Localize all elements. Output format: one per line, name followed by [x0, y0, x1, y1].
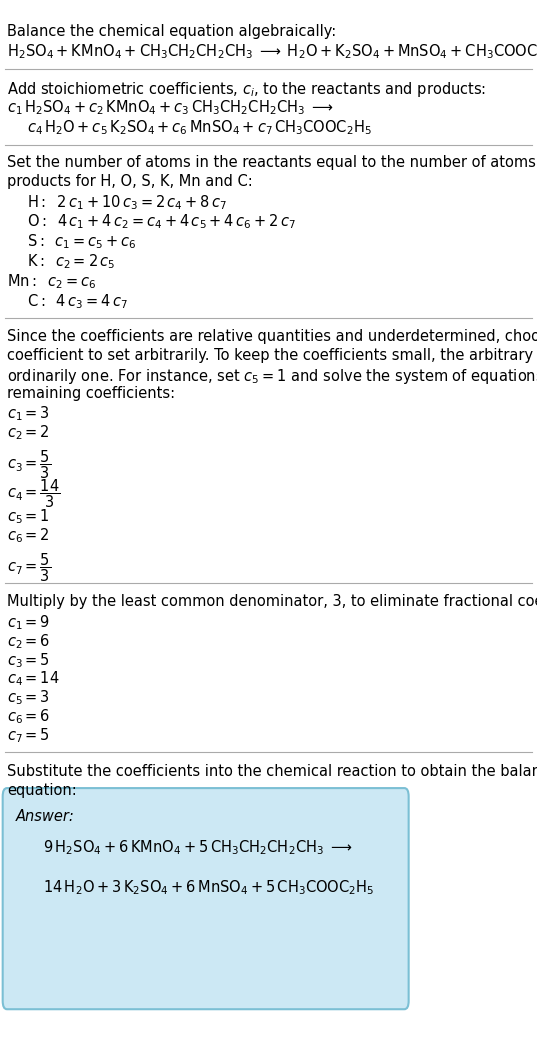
- Text: $c_7 = \dfrac{5}{3}$: $c_7 = \dfrac{5}{3}$: [7, 551, 51, 584]
- Text: $\mathrm{Mn:\;}\;c_2 = c_6$: $\mathrm{Mn:\;}\;c_2 = c_6$: [7, 272, 96, 291]
- Text: Balance the chemical equation algebraically:: Balance the chemical equation algebraica…: [7, 24, 336, 39]
- Text: $c_2 = 2$: $c_2 = 2$: [7, 423, 50, 442]
- Text: Since the coefficients are relative quantities and underdetermined, choose a: Since the coefficients are relative quan…: [7, 329, 537, 344]
- Text: $c_3 = 5$: $c_3 = 5$: [7, 651, 50, 670]
- Text: products for H, O, S, K, Mn and C:: products for H, O, S, K, Mn and C:: [7, 174, 253, 189]
- Text: $c_4\,\mathrm{H_2O} + c_5\,\mathrm{K_2SO_4} + c_6\,\mathrm{MnSO_4} + c_7\,\mathr: $c_4\,\mathrm{H_2O} + c_5\,\mathrm{K_2SO…: [27, 118, 372, 137]
- Text: $\mathrm{K:\;}\;c_2 = 2\,c_5$: $\mathrm{K:\;}\;c_2 = 2\,c_5$: [27, 253, 115, 271]
- Text: $c_6 = 2$: $c_6 = 2$: [7, 526, 50, 545]
- Text: $c_4 = \dfrac{14}{3}$: $c_4 = \dfrac{14}{3}$: [7, 478, 61, 510]
- Text: $c_5 = 1$: $c_5 = 1$: [7, 507, 50, 526]
- Text: equation:: equation:: [7, 783, 77, 798]
- Text: $\mathrm{H_2SO_4 + KMnO_4 + CH_3CH_2CH_2CH_3 \;{\longrightarrow}\; H_2O + K_2SO_: $\mathrm{H_2SO_4 + KMnO_4 + CH_3CH_2CH_2…: [7, 42, 537, 61]
- Text: Set the number of atoms in the reactants equal to the number of atoms in the: Set the number of atoms in the reactants…: [7, 155, 537, 170]
- Text: $\mathrm{C:\;}\;4\,c_3 = 4\,c_7$: $\mathrm{C:\;}\;4\,c_3 = 4\,c_7$: [27, 292, 128, 311]
- Text: $c_7 = 5$: $c_7 = 5$: [7, 726, 50, 745]
- Text: $9\,\mathrm{H_2SO_4} + 6\,\mathrm{KMnO_4} + 5\,\mathrm{CH_3CH_2CH_2CH_3} \;{\lon: $9\,\mathrm{H_2SO_4} + 6\,\mathrm{KMnO_4…: [43, 838, 352, 857]
- Text: $14\,\mathrm{H_2O} + 3\,\mathrm{K_2SO_4} + 6\,\mathrm{MnSO_4} + 5\,\mathrm{CH_3C: $14\,\mathrm{H_2O} + 3\,\mathrm{K_2SO_4}…: [43, 878, 375, 897]
- Text: $c_4 = 14$: $c_4 = 14$: [7, 670, 60, 689]
- Text: Multiply by the least common denominator, 3, to eliminate fractional coefficient: Multiply by the least common denominator…: [7, 594, 537, 609]
- Text: coefficient to set arbitrarily. To keep the coefficients small, the arbitrary va: coefficient to set arbitrarily. To keep …: [7, 348, 537, 363]
- Text: ordinarily one. For instance, set $c_5 = 1$ and solve the system of equations fo: ordinarily one. For instance, set $c_5 =…: [7, 367, 537, 386]
- Text: $c_1\,\mathrm{H_2SO_4} + c_2\,\mathrm{KMnO_4} + c_3\,\mathrm{CH_3CH_2CH_2CH_3} \: $c_1\,\mathrm{H_2SO_4} + c_2\,\mathrm{KM…: [7, 99, 333, 117]
- Text: $\mathrm{S:\;}\;c_1 = c_5 + c_6$: $\mathrm{S:\;}\;c_1 = c_5 + c_6$: [27, 233, 136, 252]
- Text: $c_6 = 6$: $c_6 = 6$: [7, 707, 50, 726]
- Text: Add stoichiometric coefficients, $c_i$, to the reactants and products:: Add stoichiometric coefficients, $c_i$, …: [7, 80, 486, 99]
- Text: $\mathrm{H:\;}\;2\,c_1 + 10\,c_3 = 2\,c_4 + 8\,c_7$: $\mathrm{H:\;}\;2\,c_1 + 10\,c_3 = 2\,c_…: [27, 193, 227, 212]
- Text: Substitute the coefficients into the chemical reaction to obtain the balanced: Substitute the coefficients into the che…: [7, 764, 537, 779]
- Text: $\mathrm{O:\;}\;4\,c_1 + 4\,c_2 = c_4 + 4\,c_5 + 4\,c_6 + 2\,c_7$: $\mathrm{O:\;}\;4\,c_1 + 4\,c_2 = c_4 + …: [27, 213, 296, 232]
- Text: remaining coefficients:: remaining coefficients:: [7, 386, 175, 400]
- FancyBboxPatch shape: [3, 788, 409, 1009]
- Text: $c_1 = 3$: $c_1 = 3$: [7, 405, 50, 423]
- Text: $c_3 = \dfrac{5}{3}$: $c_3 = \dfrac{5}{3}$: [7, 449, 51, 481]
- Text: $c_2 = 6$: $c_2 = 6$: [7, 632, 50, 651]
- Text: Answer:: Answer:: [16, 809, 75, 824]
- Text: $c_1 = 9$: $c_1 = 9$: [7, 613, 50, 632]
- Text: $c_5 = 3$: $c_5 = 3$: [7, 689, 50, 707]
